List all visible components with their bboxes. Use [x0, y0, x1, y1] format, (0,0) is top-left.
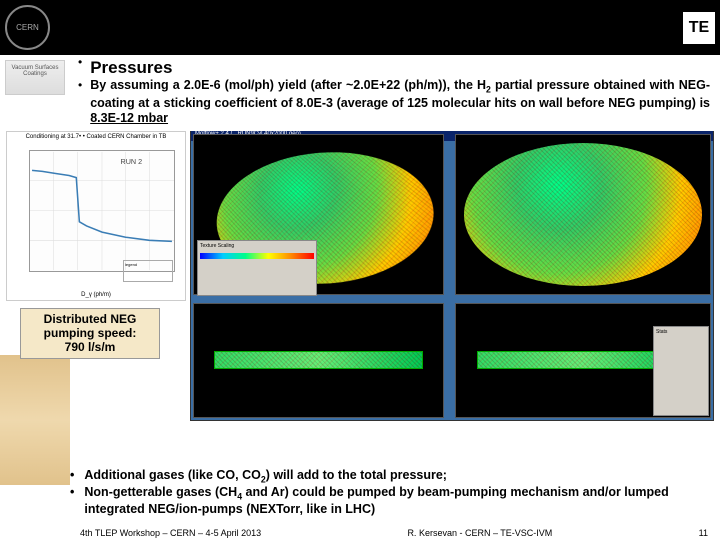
- bottom-bullet-2: Non-getterable gases (CH4 and Ar) could …: [84, 485, 700, 518]
- sim-view-bl: [193, 303, 444, 418]
- title-line2: Preliminary Calculations: [0, 24, 720, 48]
- neg-line2: pumping speed:: [25, 327, 155, 341]
- chart-line-svg: RUN 2: [30, 151, 174, 271]
- colormap-bar: [200, 253, 314, 259]
- bullet-dot: •: [70, 485, 74, 518]
- molflow-window: Molflow+ 2.4 (...RUN9Cyl 40x2000.geo) Te…: [190, 131, 714, 421]
- panel-title: Texture Scaling: [200, 243, 314, 249]
- bullet-dot: •: [78, 78, 82, 93]
- vsc-badge: Vacuum Surfaces Coatings: [5, 60, 65, 95]
- footer-left: 4th TLEP Workshop – CERN – 4-5 April 201…: [80, 528, 261, 538]
- chart-xlabel: D_γ (ph/m): [7, 292, 185, 298]
- footer-right: R. Kersevan - CERN – TE-VSC-IVM: [407, 528, 552, 538]
- footer: 4th TLEP Workshop – CERN – 4-5 April 201…: [0, 528, 720, 538]
- stats-panel: Stats: [653, 326, 709, 416]
- texture-scaling-panel: Texture Scaling: [197, 240, 317, 296]
- subtitle-pressures: Pressures: [90, 57, 172, 78]
- footer-page: 11: [699, 528, 708, 538]
- neg-line3: 790 l/s/m: [25, 341, 155, 355]
- chart-title: Conditioning at 31.7• • Coated CERN Cham…: [7, 132, 185, 142]
- bottom-bullet-1: Additional gases (like CO, CO2) will add…: [84, 468, 447, 485]
- sim-view-tr: [455, 134, 711, 295]
- run-label: RUN 2: [121, 157, 143, 166]
- neg-pumping-box: Distributed NEG pumping speed: 790 l/s/m: [20, 308, 160, 359]
- vsc-badge-text: Vacuum Surfaces Coatings: [12, 65, 59, 77]
- slide-title: TLEP Vacuum System Preliminary Calculati…: [0, 0, 720, 48]
- stats-title: Stats: [656, 329, 706, 335]
- conditioning-chart: Conditioning at 31.7• • Coated CERN Cham…: [6, 131, 186, 301]
- main-bullet-text: By assuming a 2.0E-6 (mol/ph) yield (aft…: [90, 78, 710, 127]
- sim-ellipse-front: [464, 143, 703, 286]
- decorative-strip: [0, 355, 70, 485]
- bullet-dot: •: [78, 55, 82, 70]
- bottom-bullets: • Additional gases (like CO, CO2) will a…: [0, 468, 720, 519]
- chart-legend: legend: [123, 260, 173, 282]
- title-line1: TLEP Vacuum System: [0, 0, 720, 24]
- neg-line1: Distributed NEG: [25, 313, 155, 327]
- chart-plot-area: RUN 2: [29, 150, 175, 272]
- figures-row: Conditioning at 31.7• • Coated CERN Cham…: [0, 131, 720, 421]
- bullet-dot: •: [70, 468, 74, 485]
- sim-cylinder-bl: [214, 351, 423, 369]
